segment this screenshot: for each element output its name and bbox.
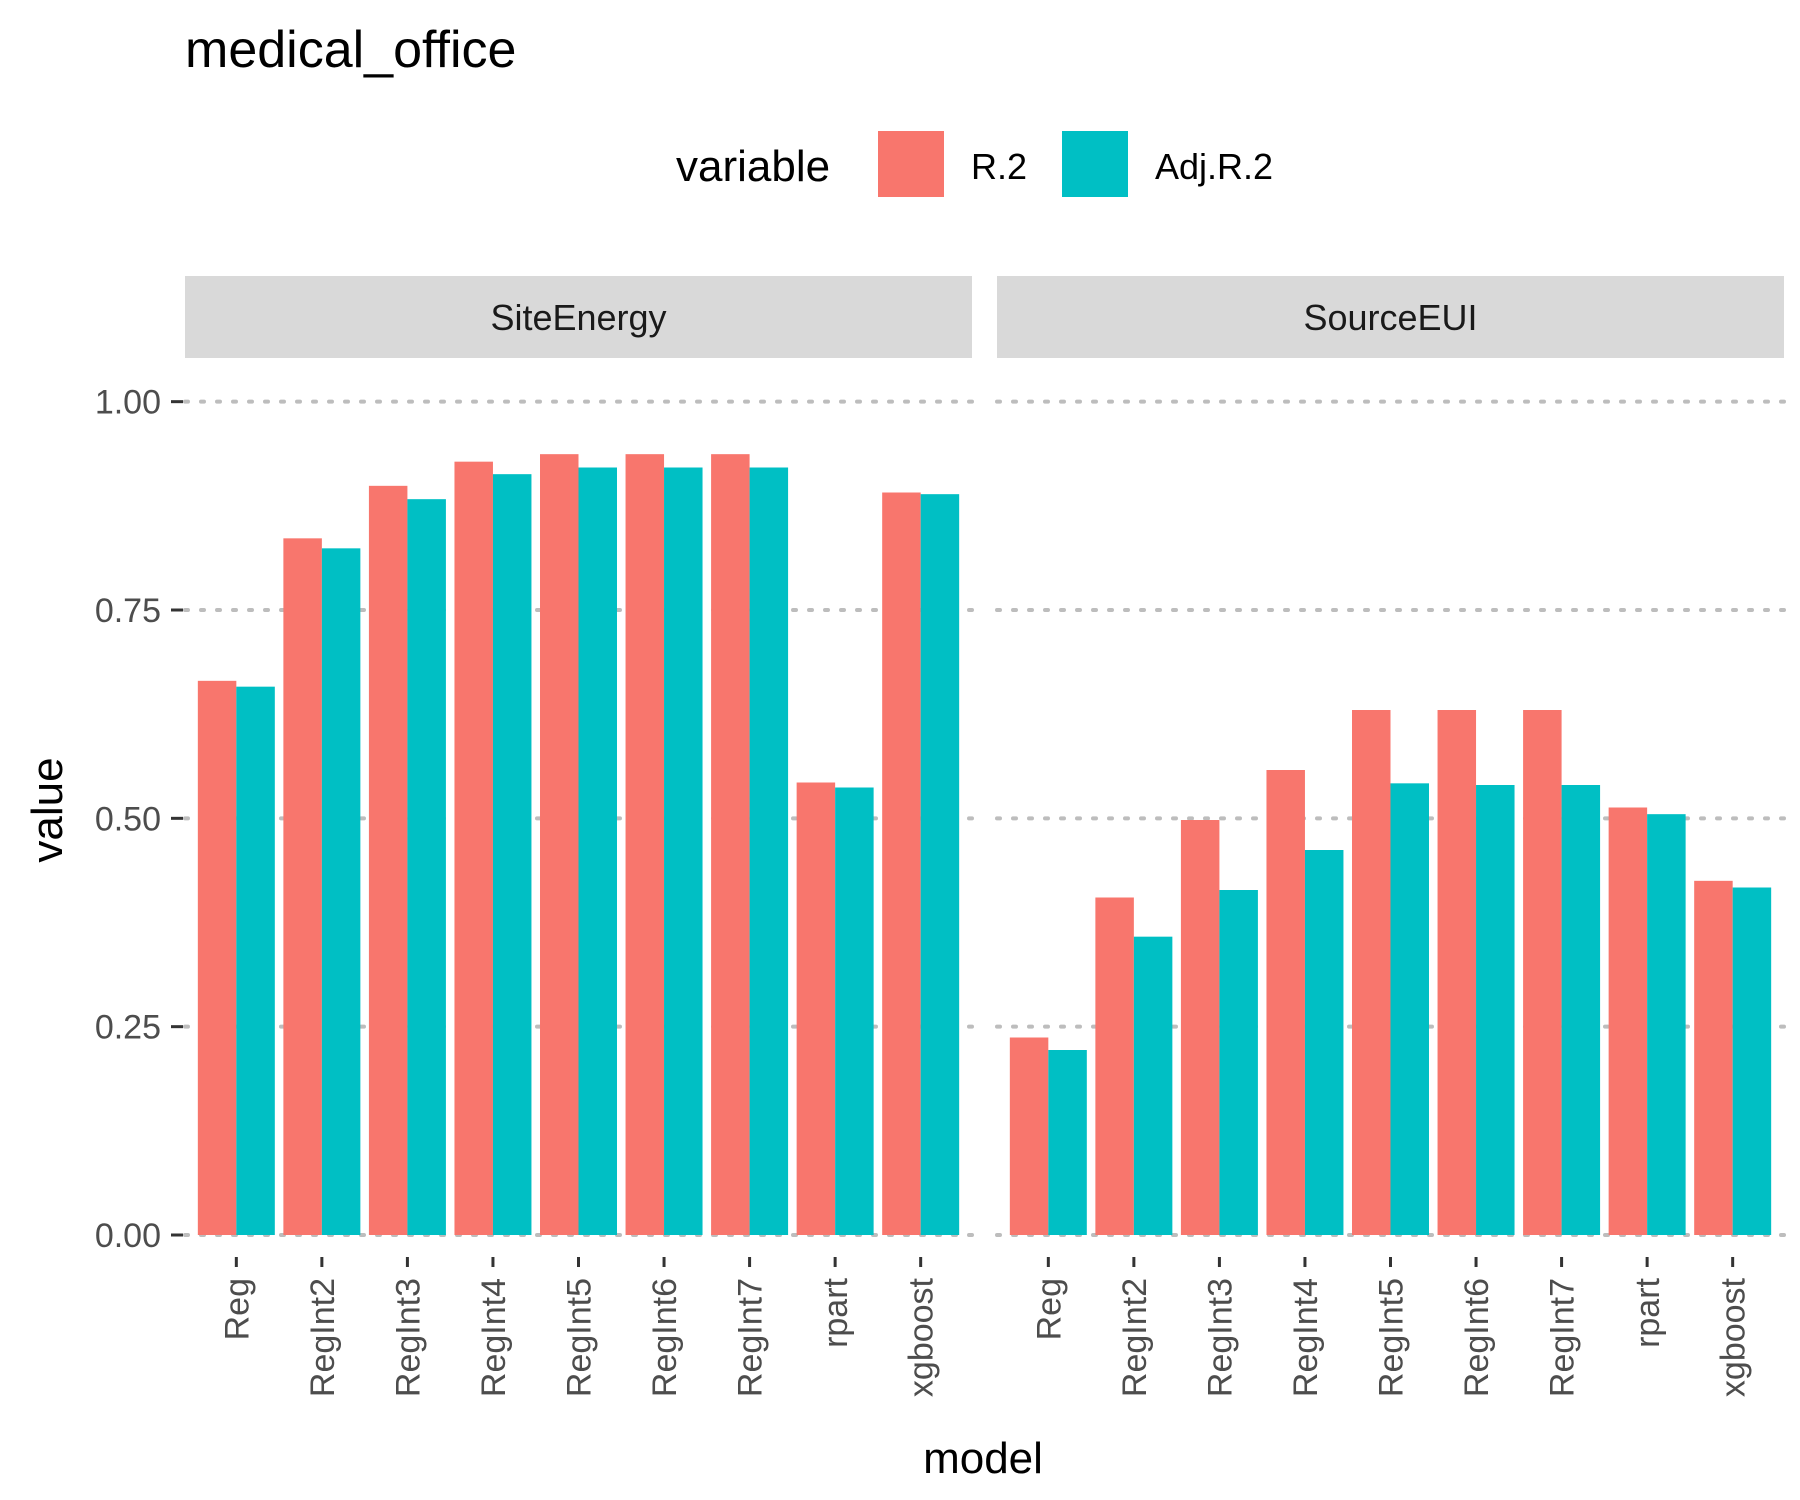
bar-r-2-rpart bbox=[796, 782, 836, 1235]
bar-r-2-regint5 bbox=[540, 454, 579, 1236]
bar-r-2-regint2 bbox=[283, 538, 322, 1235]
legend-label-r2: R.2 bbox=[971, 146, 1027, 187]
panel-sourceeui: SourceEUI Reg RegInt2 RegInt3 RegInt4 RegInt5… bbox=[995, 276, 1786, 1397]
x-tick-label: RegInt7 bbox=[1544, 1278, 1582, 1397]
bar-adj-r-2-reg bbox=[236, 686, 275, 1235]
bar-adj-r-2-regint7 bbox=[749, 467, 789, 1235]
x-tick-label: RegInt3 bbox=[1201, 1278, 1239, 1397]
bar-adj-r-2-regint6 bbox=[664, 467, 703, 1235]
bar-adj-r-2-regint2 bbox=[1133, 936, 1173, 1235]
x-tick-label: RegInt6 bbox=[646, 1278, 684, 1397]
y-tick-label: 1.00 bbox=[95, 384, 161, 422]
facet-strip bbox=[185, 276, 972, 358]
bar-adj-r-2-regint5 bbox=[1390, 783, 1429, 1235]
x-tick-label: rpart bbox=[817, 1277, 855, 1347]
x-tick-label: Reg bbox=[1030, 1278, 1068, 1340]
bar-adj-r-2-regint7 bbox=[1561, 785, 1601, 1235]
bar-adj-r-2-xgboost bbox=[1732, 887, 1772, 1235]
bar-adj-r-2-regint5 bbox=[578, 467, 617, 1235]
bar-r-2-regint3 bbox=[368, 485, 408, 1235]
bar-r-2-regint7 bbox=[711, 454, 750, 1236]
panels: SiteEnergy Reg RegInt2 RegInt3 RegInt4 RegInt… bbox=[183, 276, 1786, 1397]
y-axis-title: value bbox=[23, 757, 72, 862]
facet-strip-label: SourceEUI bbox=[1303, 297, 1477, 338]
bar-r-2-xgboost bbox=[882, 492, 921, 1235]
bar-r-2-regint5 bbox=[1352, 710, 1391, 1235]
bar-r-2-regint6 bbox=[1437, 710, 1477, 1235]
bar-adj-r-2-regint3 bbox=[1219, 890, 1258, 1235]
y-tick-label: 0.50 bbox=[95, 800, 161, 838]
bar-r-2-reg bbox=[1009, 1037, 1049, 1235]
bars bbox=[197, 454, 960, 1236]
bar-adj-r-2-rpart bbox=[835, 787, 874, 1235]
x-tick-label: RegInt2 bbox=[304, 1278, 342, 1397]
bar-adj-r-2-regint3 bbox=[407, 499, 446, 1236]
bar-r-2-reg bbox=[197, 680, 237, 1235]
bar-adj-r-2-regint6 bbox=[1476, 785, 1515, 1235]
bar-r-2-regint2 bbox=[1095, 897, 1134, 1235]
x-tick-label: rpart bbox=[1629, 1277, 1667, 1347]
x-tick-label: xgboost bbox=[1715, 1277, 1753, 1397]
y-axis: 0.00 0.25 0.50 0.75 1.00 bbox=[95, 384, 183, 1255]
panel-siteenergy: SiteEnergy Reg RegInt2 RegInt3 RegInt4 RegInt… bbox=[183, 276, 974, 1397]
y-tick-label: 0.25 bbox=[95, 1009, 161, 1047]
y-tick-label: 0.75 bbox=[95, 592, 161, 630]
x-tick-label: RegInt5 bbox=[561, 1278, 599, 1397]
bar-r-2-regint6 bbox=[625, 454, 665, 1236]
facet-strip-label: SiteEnergy bbox=[490, 297, 666, 338]
facet-strip bbox=[997, 276, 1784, 358]
legend-key-adj-r2 bbox=[1062, 131, 1128, 197]
x-tick-label: Reg bbox=[218, 1278, 256, 1340]
bar-r-2-rpart bbox=[1608, 807, 1648, 1235]
legend-label-adj-r2: Adj.R.2 bbox=[1155, 146, 1273, 187]
x-tick-label: xgboost bbox=[903, 1277, 941, 1397]
x-axis-title: model bbox=[923, 1434, 1043, 1483]
x-tick-label: RegInt5 bbox=[1373, 1278, 1411, 1397]
x-tick-label: RegInt3 bbox=[389, 1278, 427, 1397]
bar-adj-r-2-regint2 bbox=[321, 548, 361, 1235]
x-tick-label: RegInt7 bbox=[732, 1278, 770, 1397]
bar-r-2-regint4 bbox=[454, 461, 493, 1236]
bar-r-2-regint7 bbox=[1523, 710, 1562, 1235]
x-tick-label: RegInt4 bbox=[475, 1278, 513, 1397]
bar-adj-r-2-rpart bbox=[1647, 814, 1686, 1235]
legend-title: variable bbox=[676, 142, 830, 191]
x-tick-label: RegInt6 bbox=[1458, 1278, 1496, 1397]
legend: variable R.2 Adj.R.2 bbox=[676, 131, 1273, 197]
bar-r-2-xgboost bbox=[1694, 880, 1733, 1235]
bar-adj-r-2-regint4 bbox=[1304, 850, 1344, 1235]
bars bbox=[1009, 710, 1772, 1235]
y-tick-label: 0.00 bbox=[95, 1217, 161, 1255]
bar-r-2-regint3 bbox=[1180, 820, 1220, 1235]
legend-key-r2 bbox=[878, 131, 944, 197]
bar-adj-r-2-reg bbox=[1048, 1050, 1087, 1235]
x-tick-label: RegInt2 bbox=[1116, 1278, 1154, 1397]
x-tick-label: RegInt4 bbox=[1287, 1278, 1325, 1397]
chart-title: medical_office bbox=[185, 21, 516, 79]
bar-r-2-regint4 bbox=[1266, 770, 1305, 1235]
bar-adj-r-2-regint4 bbox=[492, 474, 532, 1236]
bar-adj-r-2-xgboost bbox=[920, 494, 960, 1236]
